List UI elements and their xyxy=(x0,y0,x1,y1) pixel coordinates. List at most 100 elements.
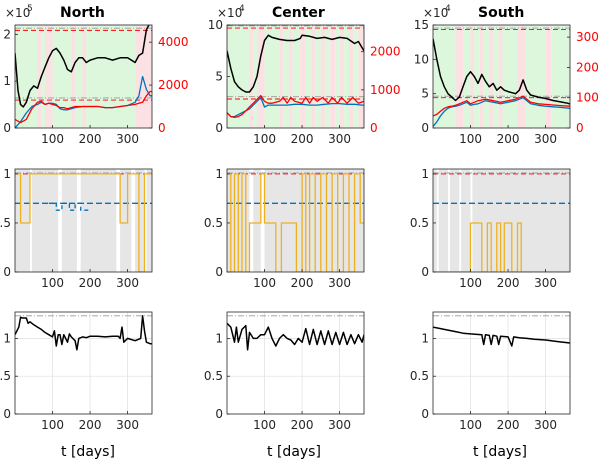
series-blue-line xyxy=(433,97,570,127)
panel-r1-c0: 100 200 300 0 0.5 1 xyxy=(0,167,153,290)
x-tick-label: 100 xyxy=(459,132,482,146)
band-pink xyxy=(311,25,316,128)
y-tick-label: 0.5 xyxy=(0,216,11,230)
y-tick-label: 0 xyxy=(215,121,223,135)
band-green xyxy=(433,25,456,128)
series-orange-line xyxy=(433,222,570,272)
series-blue-line xyxy=(48,202,91,211)
band-pink xyxy=(257,25,265,128)
y-exponent-power: 4 xyxy=(239,4,245,14)
panel-r1-c2: 100 200 300 0 0.5 1 xyxy=(410,167,571,290)
x-tick-label: 100 xyxy=(253,276,276,290)
band-gray xyxy=(31,169,59,272)
series-blue-line xyxy=(227,96,364,118)
y-tick-label: 1 xyxy=(3,167,11,181)
x-tick-label: 200 xyxy=(79,276,102,290)
plot-content xyxy=(433,169,570,272)
x-tick-label: 300 xyxy=(534,418,557,432)
band-pink xyxy=(479,25,484,128)
xlabel-right: t [days] xyxy=(473,444,527,460)
band-green xyxy=(335,25,340,128)
plot-area xyxy=(15,312,152,414)
band-green xyxy=(41,25,46,128)
axes-box xyxy=(432,168,571,273)
y-tick-label: 1 xyxy=(421,167,429,181)
x-tick-label: 300 xyxy=(534,276,557,290)
band-gray xyxy=(120,169,132,272)
y-tick-label: 15 xyxy=(414,18,429,32)
panel-title: South xyxy=(478,5,524,21)
series-orange-line xyxy=(15,173,152,272)
y-tick-label: 0 xyxy=(215,265,223,279)
plot-content xyxy=(15,312,152,414)
y-tick-label: 1 xyxy=(3,331,11,345)
band-green xyxy=(227,25,250,128)
x-tick-label: 200 xyxy=(497,276,520,290)
band-green xyxy=(502,25,518,128)
y2-tick-label: 2000 xyxy=(370,45,401,59)
panel-r2-c1: 100 200 300 0 0.5 1 xyxy=(204,311,365,432)
band-green xyxy=(344,25,349,128)
panel-r2-c0: 100 200 300 0 0.5 1 xyxy=(0,311,153,432)
x-tick-label: 300 xyxy=(116,276,139,290)
axes-box xyxy=(226,168,365,273)
plot-content xyxy=(15,25,152,128)
series-orange-line xyxy=(227,173,364,272)
band-pink xyxy=(71,25,76,128)
y-exponent-label: ×10 xyxy=(5,6,30,20)
band-pink xyxy=(330,25,336,128)
series-black-line xyxy=(433,38,570,105)
band-green xyxy=(353,25,359,128)
band-pink xyxy=(545,25,552,128)
y-tick-label: 10 xyxy=(414,52,429,66)
x-tick-label: 200 xyxy=(497,132,520,146)
y-exponent-power: 4 xyxy=(445,4,451,14)
series-black-line xyxy=(15,25,150,108)
y-tick-label: 0.5 xyxy=(0,369,11,383)
x-tick-label: 200 xyxy=(291,276,314,290)
x-tick-label: 100 xyxy=(41,276,64,290)
band-pink xyxy=(300,25,306,128)
y-tick-label: 0.5 xyxy=(410,216,429,230)
x-tick-label: 100 xyxy=(253,418,276,432)
panel-title: North xyxy=(60,5,105,21)
band-green xyxy=(524,25,546,128)
band-pink xyxy=(455,25,464,128)
series-black-line xyxy=(15,315,152,351)
y-tick-label: 0.5 xyxy=(204,216,223,230)
band-green xyxy=(264,25,280,128)
y-tick-label: 0 xyxy=(421,265,429,279)
x-tick-label: 200 xyxy=(497,418,520,432)
band-green xyxy=(305,25,312,128)
x-tick-label: 200 xyxy=(291,132,314,146)
y2-tick-label: 0 xyxy=(576,121,584,135)
band-pink xyxy=(320,25,326,128)
x-tick-label: 300 xyxy=(328,418,351,432)
x-tick-label: 100 xyxy=(41,418,64,432)
plot-content xyxy=(227,25,364,128)
band-gray xyxy=(461,169,471,272)
band-green xyxy=(283,25,289,128)
y-tick-label: 0.5 xyxy=(410,369,429,383)
band-pink xyxy=(339,25,345,128)
y-tick-label: 0 xyxy=(215,407,223,421)
axes-box xyxy=(226,311,365,415)
y2-tick-label: 2000 xyxy=(158,78,189,92)
y-tick-label: 1 xyxy=(3,74,11,88)
y-tick-label: 1 xyxy=(215,167,223,181)
plot-content xyxy=(15,169,152,272)
y2-tick-label: 2000 xyxy=(576,60,598,74)
series-black-line xyxy=(227,34,364,93)
band-pink xyxy=(279,25,284,128)
band-green xyxy=(483,25,490,128)
y-tick-label: 0 xyxy=(3,407,11,421)
y-tick-label: 1 xyxy=(215,331,223,345)
y2-tick-label: 1000 xyxy=(370,83,401,97)
y2-tick-label: 4000 xyxy=(158,35,189,49)
x-tick-label: 300 xyxy=(116,418,139,432)
plot-area xyxy=(433,312,570,414)
band-pink xyxy=(82,25,87,128)
